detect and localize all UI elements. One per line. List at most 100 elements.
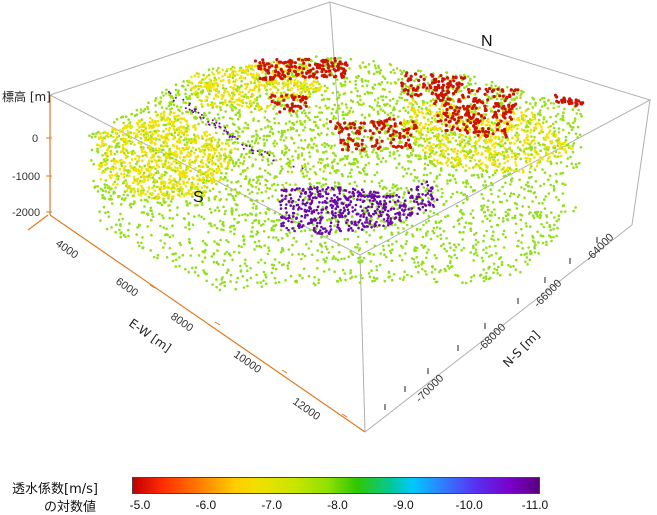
green-point — [464, 180, 468, 184]
yellow-point — [116, 160, 119, 164]
green-point — [176, 206, 179, 209]
green-point — [376, 112, 380, 116]
green-point — [244, 258, 247, 262]
green-point — [439, 268, 443, 272]
green-point — [412, 206, 416, 209]
green-point — [454, 273, 457, 277]
green-point — [336, 107, 340, 110]
green-point — [238, 113, 242, 116]
green-point — [496, 265, 500, 269]
green-point — [119, 223, 122, 226]
yellow-point — [120, 172, 123, 176]
green-point — [472, 274, 476, 277]
yellow-point — [229, 105, 232, 108]
green-point — [143, 107, 147, 111]
yellow-point — [208, 137, 212, 141]
yellow-point — [159, 180, 163, 184]
green-point — [468, 83, 471, 86]
green-point — [239, 172, 242, 176]
green-point — [356, 243, 360, 246]
green-point — [562, 111, 565, 114]
green-point — [309, 167, 312, 171]
green-point — [484, 113, 488, 116]
yellow-point — [429, 154, 433, 158]
green-point — [101, 189, 105, 192]
green-point — [190, 92, 194, 96]
green-point — [449, 195, 453, 199]
green-point — [244, 121, 247, 125]
green-point — [473, 233, 476, 236]
green-point — [350, 252, 354, 255]
green-point — [455, 256, 459, 260]
yellow-point — [500, 168, 503, 172]
green-point — [557, 127, 561, 130]
yellow-point — [203, 189, 206, 193]
yellow-point — [172, 143, 175, 147]
green-point — [549, 160, 552, 163]
green-point — [286, 264, 289, 267]
green-point — [404, 218, 408, 222]
green-point — [373, 244, 377, 248]
green-point — [480, 256, 484, 260]
yellow-point — [446, 147, 450, 151]
green-point — [549, 124, 552, 128]
green-point — [402, 69, 406, 73]
green-point — [490, 192, 493, 196]
yellow-point — [485, 123, 489, 127]
yellow-point — [188, 158, 192, 162]
yellow-point — [506, 166, 510, 169]
yellow-point — [513, 112, 516, 115]
green-point — [265, 134, 269, 138]
yellow-point — [206, 96, 209, 99]
green-point — [532, 216, 536, 220]
green-point — [502, 97, 506, 100]
green-point — [508, 172, 512, 175]
green-point — [307, 151, 311, 154]
green-point — [237, 244, 241, 248]
green-point — [168, 235, 172, 239]
green-point — [300, 146, 304, 150]
green-point — [446, 264, 450, 268]
yellow-point — [509, 141, 513, 145]
yellow-point — [503, 161, 506, 165]
yellow-point — [139, 194, 143, 197]
yellow-point — [215, 82, 218, 85]
green-point — [304, 112, 307, 115]
green-point — [331, 167, 335, 170]
yellow-point — [468, 166, 471, 170]
green-point — [549, 115, 552, 119]
green-point — [279, 169, 283, 173]
green-point — [155, 185, 159, 189]
yellow-point — [171, 183, 174, 187]
yellow-point — [208, 154, 211, 158]
green-point — [219, 219, 222, 223]
green-point — [349, 271, 352, 275]
green-point — [389, 249, 392, 253]
green-point — [115, 145, 119, 148]
yellow-point — [183, 147, 187, 151]
green-point — [469, 159, 472, 163]
green-point — [333, 158, 336, 161]
green-point — [504, 141, 507, 145]
yellow-point — [140, 180, 144, 183]
yellow-point — [246, 73, 249, 76]
green-point — [250, 140, 254, 143]
green-point — [171, 224, 174, 227]
green-point — [432, 180, 436, 183]
green-point — [191, 223, 195, 226]
yellow-point — [257, 73, 261, 77]
green-point — [358, 261, 362, 265]
green-point — [541, 234, 545, 238]
green-point — [419, 69, 423, 73]
green-point — [295, 280, 298, 284]
green-point — [182, 217, 186, 220]
yellow-point — [124, 142, 127, 146]
green-point — [280, 103, 284, 107]
green-point — [181, 253, 185, 257]
green-point — [416, 176, 419, 179]
green-point — [534, 146, 537, 149]
green-point — [200, 201, 204, 204]
yellow-point — [132, 131, 136, 135]
green-point — [186, 97, 189, 101]
green-point — [268, 83, 272, 86]
